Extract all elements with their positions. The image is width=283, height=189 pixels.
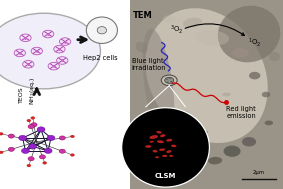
Ellipse shape <box>136 42 147 53</box>
Circle shape <box>27 164 31 167</box>
Ellipse shape <box>122 108 209 187</box>
Text: 2μm: 2μm <box>253 170 265 175</box>
Circle shape <box>0 132 3 135</box>
Ellipse shape <box>162 155 167 157</box>
Ellipse shape <box>242 137 256 146</box>
Circle shape <box>14 49 25 57</box>
Ellipse shape <box>159 148 165 151</box>
FancyArrowPatch shape <box>78 37 86 43</box>
Circle shape <box>59 149 65 153</box>
Text: Blue light
irradiation: Blue light irradiation <box>132 57 166 71</box>
Circle shape <box>8 147 14 151</box>
Ellipse shape <box>224 146 241 157</box>
Circle shape <box>70 135 74 138</box>
Circle shape <box>59 136 65 140</box>
Ellipse shape <box>157 140 164 143</box>
Ellipse shape <box>166 139 172 142</box>
Circle shape <box>47 135 55 141</box>
Circle shape <box>161 75 177 86</box>
Text: NH$_3$(aq.): NH$_3$(aq.) <box>28 77 37 105</box>
Ellipse shape <box>160 134 165 137</box>
Ellipse shape <box>145 145 151 148</box>
Circle shape <box>0 151 3 154</box>
Circle shape <box>44 148 52 153</box>
Ellipse shape <box>262 92 270 97</box>
Circle shape <box>0 13 100 89</box>
Ellipse shape <box>169 155 173 157</box>
Ellipse shape <box>192 167 204 173</box>
Ellipse shape <box>249 72 260 79</box>
Text: Hep2 cells: Hep2 cells <box>83 56 118 61</box>
Ellipse shape <box>163 15 177 23</box>
Circle shape <box>19 135 27 141</box>
Circle shape <box>57 57 68 64</box>
Circle shape <box>42 30 54 38</box>
Circle shape <box>37 127 45 132</box>
Circle shape <box>165 77 174 83</box>
Circle shape <box>39 155 46 159</box>
Circle shape <box>169 78 171 79</box>
Ellipse shape <box>196 30 229 46</box>
Circle shape <box>166 79 168 80</box>
Circle shape <box>28 125 34 129</box>
Ellipse shape <box>97 27 106 34</box>
Text: CLSM: CLSM <box>155 173 176 179</box>
FancyArrowPatch shape <box>34 89 40 95</box>
Bar <box>130 0 283 189</box>
Circle shape <box>167 81 169 83</box>
Bar <box>0 0 130 189</box>
Ellipse shape <box>166 150 171 153</box>
Ellipse shape <box>151 129 160 136</box>
Circle shape <box>31 123 37 127</box>
Ellipse shape <box>171 145 176 147</box>
Ellipse shape <box>155 156 159 158</box>
Text: $^1$O$_2$: $^1$O$_2$ <box>248 36 261 49</box>
Ellipse shape <box>143 29 174 142</box>
Ellipse shape <box>153 150 158 153</box>
Text: $^3$O$_2$: $^3$O$_2$ <box>170 23 183 36</box>
Ellipse shape <box>145 8 268 143</box>
Ellipse shape <box>183 18 202 28</box>
Circle shape <box>20 34 31 42</box>
Ellipse shape <box>218 6 280 62</box>
Ellipse shape <box>265 121 273 125</box>
Circle shape <box>59 38 71 45</box>
Text: TEM: TEM <box>133 11 153 20</box>
Circle shape <box>28 157 34 161</box>
FancyArrowPatch shape <box>185 24 244 36</box>
Circle shape <box>170 81 172 82</box>
Ellipse shape <box>150 141 154 143</box>
Ellipse shape <box>86 17 117 43</box>
Ellipse shape <box>208 157 222 164</box>
Ellipse shape <box>269 52 280 61</box>
Circle shape <box>22 148 29 153</box>
Circle shape <box>29 144 37 149</box>
Ellipse shape <box>232 48 249 58</box>
Circle shape <box>70 154 74 156</box>
Circle shape <box>31 117 35 119</box>
Circle shape <box>54 45 65 53</box>
Text: Red light
emission: Red light emission <box>226 106 256 119</box>
Circle shape <box>23 60 34 68</box>
Ellipse shape <box>149 135 158 139</box>
Ellipse shape <box>200 130 208 135</box>
Ellipse shape <box>156 131 162 134</box>
Circle shape <box>48 62 59 70</box>
Circle shape <box>8 134 14 138</box>
Circle shape <box>43 162 47 164</box>
Circle shape <box>31 47 42 55</box>
Text: TEOS: TEOS <box>19 86 24 103</box>
Ellipse shape <box>222 93 231 96</box>
Ellipse shape <box>178 111 190 116</box>
Circle shape <box>27 119 31 122</box>
